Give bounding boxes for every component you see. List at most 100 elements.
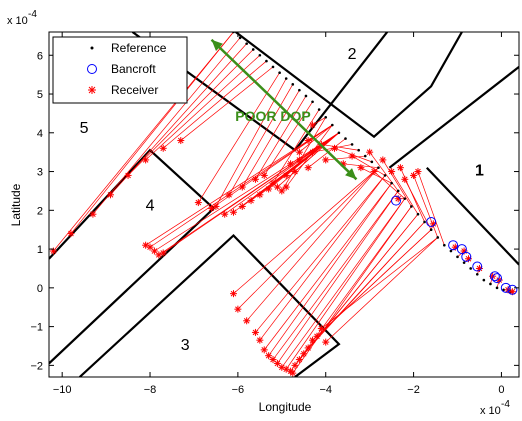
poor-dop-annotation: POOR DOP — [235, 108, 310, 124]
receiver-point — [357, 164, 365, 172]
x-tick-label: 0 — [498, 384, 504, 396]
reference-point — [317, 108, 321, 111]
receiver-point — [269, 179, 277, 187]
reference-point — [311, 100, 314, 104]
legend-receiver-label: Receiver — [111, 83, 158, 97]
reference-point — [403, 197, 407, 200]
receiver-connector-line — [163, 132, 340, 254]
receiver-point — [177, 137, 185, 145]
reference-point — [245, 42, 248, 45]
annotation-layer: POOR DOP 1 2 3 4 5 — [80, 38, 484, 354]
receiver-connector-line — [228, 84, 294, 195]
receiver-point — [278, 187, 286, 195]
bancroft-point — [507, 284, 518, 295]
receiver-connector-line — [285, 198, 406, 370]
receiver-point — [348, 152, 356, 160]
y-exponent-power: -4 — [28, 9, 37, 20]
receiver-point — [366, 148, 374, 156]
receiver-point — [265, 352, 273, 360]
receiver-point — [414, 168, 422, 176]
bancroft-point — [426, 216, 437, 227]
receiver-point — [309, 121, 317, 129]
receiver-point — [508, 288, 516, 296]
receiver-connector-line — [233, 167, 379, 294]
receiver-point — [331, 144, 339, 152]
reference-point — [344, 137, 347, 140]
receiver-point — [256, 191, 264, 199]
reference-point — [390, 181, 393, 185]
receiver-point — [295, 356, 303, 364]
building-2-outline — [235, 32, 463, 139]
y-tick-label: −1 — [30, 322, 43, 334]
receiver-point — [401, 175, 409, 183]
receiver-point — [282, 183, 290, 191]
axes-frame — [48, 31, 520, 378]
receiver-connector-line — [145, 55, 261, 161]
receiver-connector-line — [263, 182, 392, 351]
y-exponent-base: x 10 — [7, 15, 28, 27]
receiver-point — [269, 356, 277, 364]
receiver-connector-line — [307, 138, 346, 168]
y-tick-label: 2 — [37, 205, 43, 217]
receiver-point — [265, 185, 273, 193]
receiver-connector-line — [110, 43, 247, 196]
building-3-outline — [78, 233, 341, 377]
receiver-connector-line — [316, 229, 432, 337]
reference-point — [298, 88, 301, 92]
receiver-point — [234, 305, 242, 313]
reference-point — [304, 94, 308, 98]
bancroft-point — [456, 244, 467, 255]
reference-point — [449, 249, 453, 253]
receiver-point — [159, 144, 167, 152]
receiver-point — [229, 208, 237, 216]
receiver-connector-line — [263, 101, 313, 176]
reference-point — [482, 278, 486, 282]
receiver-point — [309, 336, 317, 344]
reference-point — [370, 160, 374, 164]
y-tick-label: 5 — [37, 89, 43, 101]
y-tick-label: −2 — [30, 360, 43, 372]
bancroft-point — [391, 195, 402, 206]
reference-point — [416, 212, 420, 216]
receiver-connector-line — [92, 37, 241, 215]
receiver-connector-line — [237, 167, 379, 310]
reference-point — [265, 59, 268, 63]
receiver-point — [212, 202, 220, 210]
reference-point — [251, 48, 255, 51]
bancroft-point — [448, 240, 459, 251]
dop-arrow-shaft — [210, 38, 358, 181]
receiver-point — [124, 171, 132, 179]
receiver-connector-line — [241, 89, 300, 188]
receiver-connector-line — [145, 124, 333, 246]
x-tick-label: −10 — [53, 384, 72, 396]
legend-reference-marker — [90, 46, 94, 50]
bancroft-point — [472, 261, 483, 272]
receiver-point — [304, 344, 312, 352]
receiver-connector-line — [382, 159, 412, 207]
receiver-point — [208, 204, 216, 212]
receiver-connector-line — [290, 206, 412, 372]
receiver-point — [260, 171, 268, 179]
receiver-point — [291, 168, 299, 176]
receiver-point — [142, 241, 150, 249]
x-tick-label: −4 — [319, 384, 332, 396]
receiver-point — [379, 156, 387, 164]
x-exponent-power: -4 — [501, 399, 510, 410]
bancroft-point — [500, 282, 511, 293]
dop-arrow-head-start — [211, 39, 223, 51]
receiver-point — [256, 336, 264, 344]
receiver-point — [317, 325, 325, 333]
receiver-connector-line — [259, 175, 386, 341]
receiver-connector-line — [325, 237, 438, 343]
receiver-point — [67, 230, 75, 238]
reference-point — [456, 255, 459, 259]
reference-point — [357, 148, 360, 152]
receiver-connector-line — [391, 171, 419, 215]
reference-point — [410, 205, 413, 208]
receiver-connector-line — [180, 66, 274, 141]
x-tick-label: −2 — [407, 384, 420, 396]
reference-point — [462, 261, 466, 264]
y-tick-label: 3 — [37, 167, 43, 179]
receiver-point — [289, 369, 297, 377]
